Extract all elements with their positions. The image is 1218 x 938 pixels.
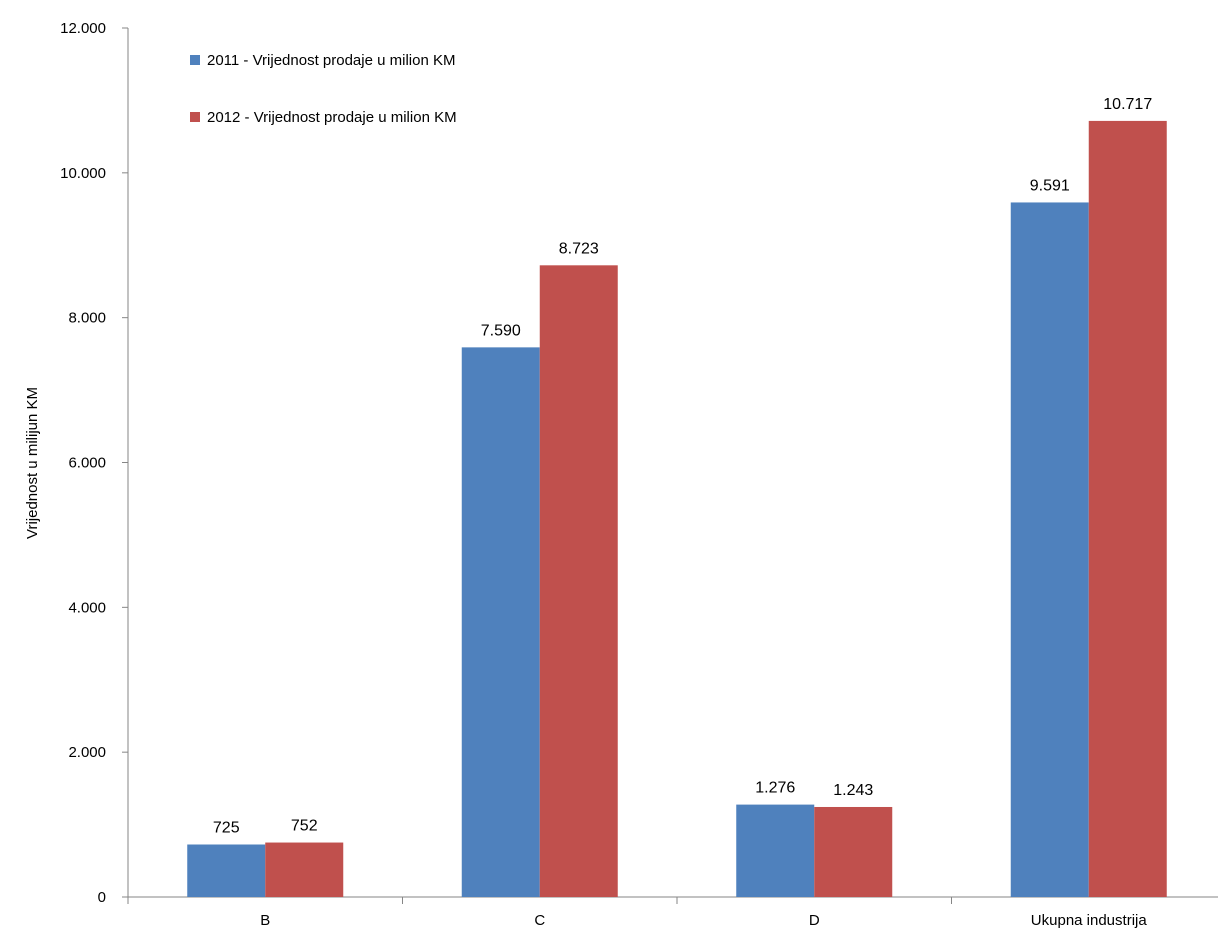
data-label: 7.590 — [481, 322, 521, 339]
y-tick-label: 4.000 — [68, 599, 106, 616]
data-label: 8.723 — [559, 240, 599, 257]
axes: 0 2.000 4.000 6.000 8.000 10.000 12.000 B C D Ukup… — [60, 20, 1218, 929]
legend-label: 2012 - Vrijednost prodaje u milion KM — [207, 109, 457, 126]
y-tick-label: 6.000 — [68, 455, 106, 472]
y-tick-label: 12.000 — [60, 20, 106, 37]
data-label: 9.591 — [1030, 177, 1070, 194]
data-label: 10.717 — [1103, 96, 1152, 113]
data-label: 1.276 — [755, 780, 795, 797]
x-tick-label: B — [260, 912, 270, 929]
x-tick-label: C — [534, 912, 545, 929]
legend-label: 2011 - Vrijednost prodaje u milion KM — [207, 52, 455, 69]
y-tick-label: 10.000 — [60, 165, 106, 182]
data-labels: 725 7.590 1.276 9.591 752 8.723 1.243 10.717 — [213, 96, 1152, 837]
x-tick-label: D — [809, 912, 820, 929]
bar-2011-c — [461, 347, 540, 897]
bar-2011-b — [187, 844, 266, 897]
legend-swatch — [190, 112, 200, 122]
bar-2012-c — [539, 265, 618, 897]
bar-2011-ukupna-industrija — [1010, 202, 1089, 897]
bar-2012-b — [265, 842, 344, 897]
data-label: 1.243 — [833, 782, 873, 799]
bar-2012-d — [814, 806, 893, 897]
legend-swatch — [190, 55, 200, 65]
bar-2012-ukupna-industrija — [1088, 120, 1167, 897]
y-tick-label: 8.000 — [68, 310, 106, 327]
data-label: 725 — [213, 819, 240, 836]
data-label: 752 — [291, 818, 318, 835]
legend: 2011 - Vrijednost prodaje u milion KM 201… — [190, 52, 457, 126]
bar-2011-d — [736, 804, 815, 897]
y-axis-title: Vrijednost u milijun KM — [24, 387, 41, 539]
bars — [187, 120, 1167, 897]
y-tick-label: 0 — [98, 889, 106, 906]
y-tick-label: 2.000 — [68, 744, 106, 761]
x-tick-label: Ukupna industrija — [1031, 912, 1148, 929]
